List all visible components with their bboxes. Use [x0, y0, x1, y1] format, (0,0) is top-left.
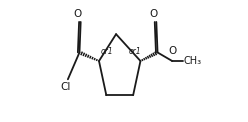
Text: CH₃: CH₃ — [183, 56, 201, 66]
Text: O: O — [73, 9, 82, 19]
Text: O: O — [168, 46, 176, 56]
Text: O: O — [149, 9, 157, 19]
Text: Cl: Cl — [61, 82, 71, 92]
Text: or1: or1 — [101, 46, 113, 56]
Text: or1: or1 — [128, 46, 141, 56]
